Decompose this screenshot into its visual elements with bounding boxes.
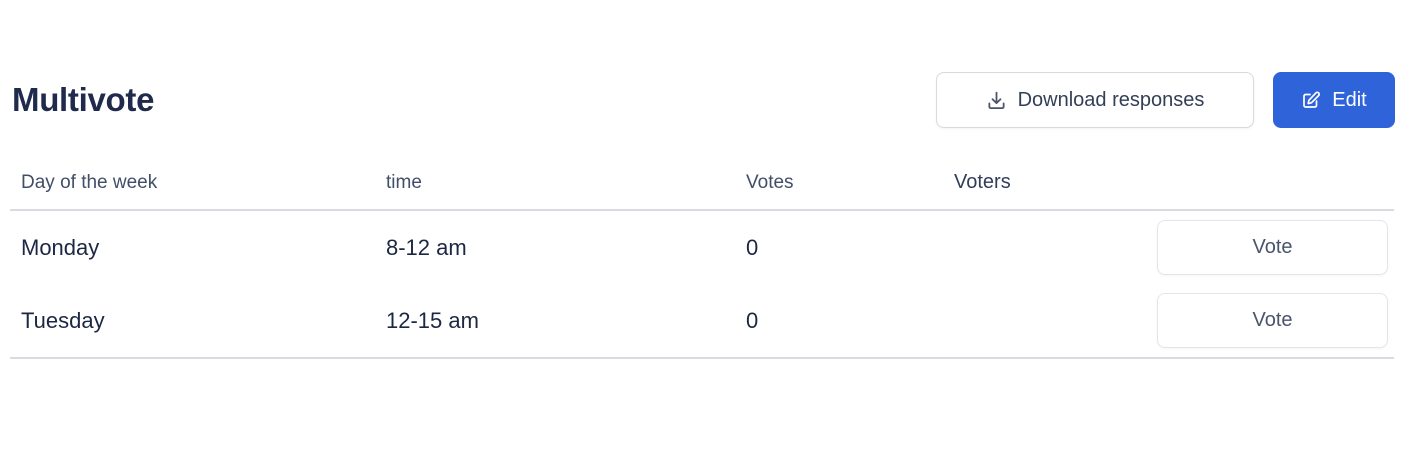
cell-action: Vote	[1157, 220, 1394, 275]
cell-time: 12-15 am	[386, 307, 479, 333]
download-responses-button[interactable]: Download responses	[936, 72, 1254, 128]
column-header-time: time	[386, 172, 422, 193]
column-header-voters: Voters	[954, 171, 1011, 193]
edit-button[interactable]: Edit	[1273, 72, 1395, 128]
cell-votes: 0	[746, 307, 759, 333]
download-icon	[986, 90, 1007, 111]
cell-day: Tuesday	[21, 307, 105, 333]
vote-button[interactable]: Vote	[1157, 220, 1388, 275]
header-actions: Download responses Edit	[936, 72, 1395, 128]
vote-button[interactable]: Vote	[1157, 293, 1388, 348]
page-title: Multivote	[12, 81, 155, 118]
edit-icon	[1301, 90, 1321, 110]
cell-votes: 0	[746, 234, 759, 260]
cell-action: Vote	[1157, 293, 1394, 348]
table-header: Day of the week time Votes Voters	[10, 162, 1394, 211]
table-body: Monday 8-12 am 0 Vote Tuesday 12-15 am 0…	[10, 211, 1394, 359]
table-row: Tuesday 12-15 am 0 Vote	[10, 284, 1394, 357]
votes-table: Day of the week time Votes Voters Monday…	[10, 162, 1394, 359]
poll-page: Multivote Download responses	[0, 72, 1428, 359]
cell-time: 8-12 am	[386, 234, 467, 260]
page-header: Multivote Download responses	[12, 72, 1395, 128]
table-row: Monday 8-12 am 0 Vote	[10, 211, 1394, 284]
edit-label: Edit	[1332, 88, 1367, 111]
download-responses-label: Download responses	[1017, 88, 1205, 111]
column-header-day: Day of the week	[21, 172, 158, 193]
column-header-votes: Votes	[746, 172, 794, 193]
cell-day: Monday	[21, 234, 100, 260]
